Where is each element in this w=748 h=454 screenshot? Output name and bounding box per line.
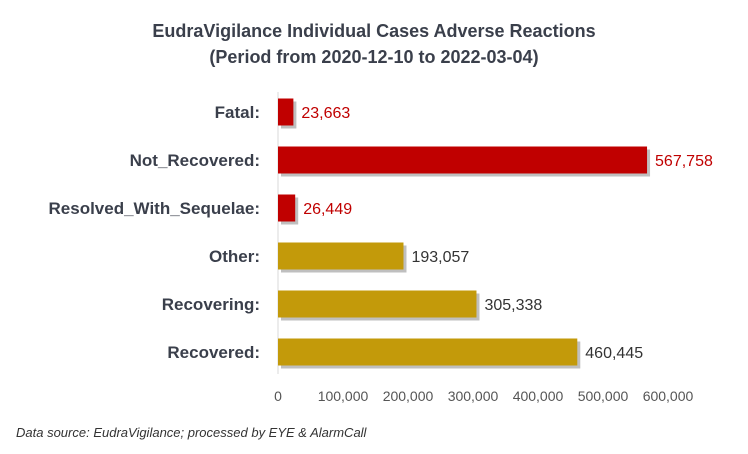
category-label: Fatal:	[215, 103, 260, 122]
chart-title-block: EudraVigilance Individual Cases Adverse …	[0, 18, 748, 70]
category-label: Not_Recovered:	[130, 151, 260, 170]
chart-subtitle: (Period from 2020-12-10 to 2022-03-04)	[209, 47, 539, 67]
x-tick-label: 0	[274, 388, 282, 404]
category-label: Recovering:	[162, 295, 260, 314]
x-tick-label: 100,000	[318, 388, 369, 404]
category-label: Other:	[209, 247, 260, 266]
x-tick-label: 500,000	[578, 388, 629, 404]
bar	[278, 290, 477, 318]
bar	[278, 194, 296, 222]
bar	[278, 242, 404, 270]
data-source-note: Data source: EudraVigilance; processed b…	[16, 425, 367, 440]
x-tick-label: 400,000	[513, 388, 564, 404]
bar	[278, 338, 578, 366]
data-label: 460,445	[585, 345, 643, 362]
x-tick-label: 200,000	[383, 388, 434, 404]
bar	[278, 98, 294, 126]
data-label: 567,758	[655, 153, 713, 170]
data-label: 193,057	[411, 249, 469, 266]
x-tick-label: 600,000	[643, 388, 694, 404]
category-label: Recovered:	[167, 343, 260, 362]
bar	[278, 146, 648, 174]
chart-title: EudraVigilance Individual Cases Adverse …	[152, 21, 596, 41]
data-label: 305,338	[484, 297, 542, 314]
category-label: Resolved_With_Sequelae:	[49, 199, 260, 218]
data-label: 26,449	[303, 201, 352, 218]
x-tick-label: 300,000	[448, 388, 499, 404]
data-label: 23,663	[301, 105, 350, 122]
